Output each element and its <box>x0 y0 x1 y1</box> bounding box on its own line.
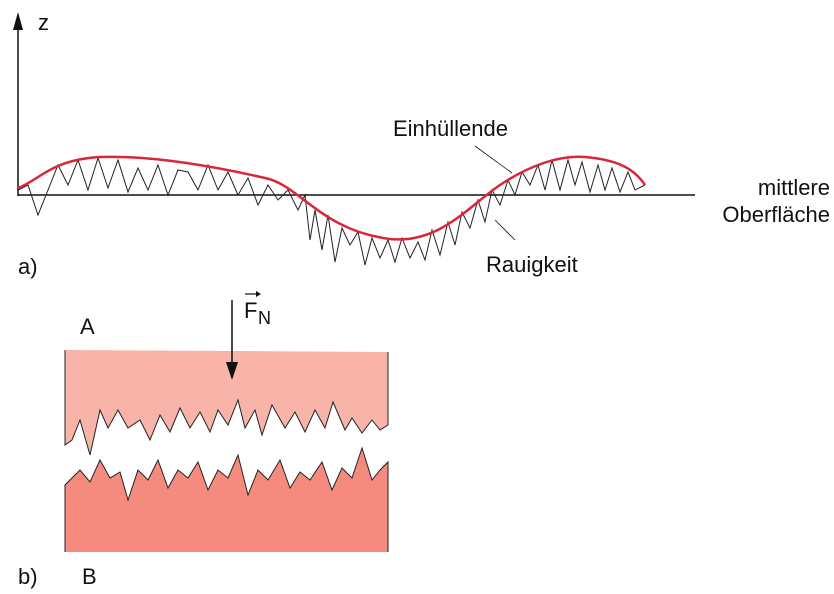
z-axis-arrow <box>13 12 23 30</box>
body-b-edge <box>64 446 389 552</box>
envelope-label: Einhüllende <box>393 116 508 141</box>
panel-label: b) <box>18 564 38 589</box>
body-label: B <box>82 564 97 589</box>
surface-label: mittlere <box>758 175 830 200</box>
roughness-leader <box>494 219 516 241</box>
body-b <box>65 448 388 552</box>
axis-label: z <box>38 10 49 35</box>
roughness-label: Rauigkeit <box>486 252 578 277</box>
envelope-leader <box>474 145 513 174</box>
body-a-edge <box>64 350 389 456</box>
envelope-curve <box>17 155 647 241</box>
body-a <box>65 350 388 455</box>
vector-arrowhead <box>256 291 261 297</box>
force-symbol: F <box>244 298 257 323</box>
force-arrowhead <box>226 362 238 380</box>
roughness-profile <box>17 156 646 266</box>
surface-label: Oberfläche <box>722 202 830 227</box>
force-subscript: N <box>258 308 271 328</box>
body-label: A <box>80 314 95 339</box>
panel-label: a) <box>18 254 38 279</box>
